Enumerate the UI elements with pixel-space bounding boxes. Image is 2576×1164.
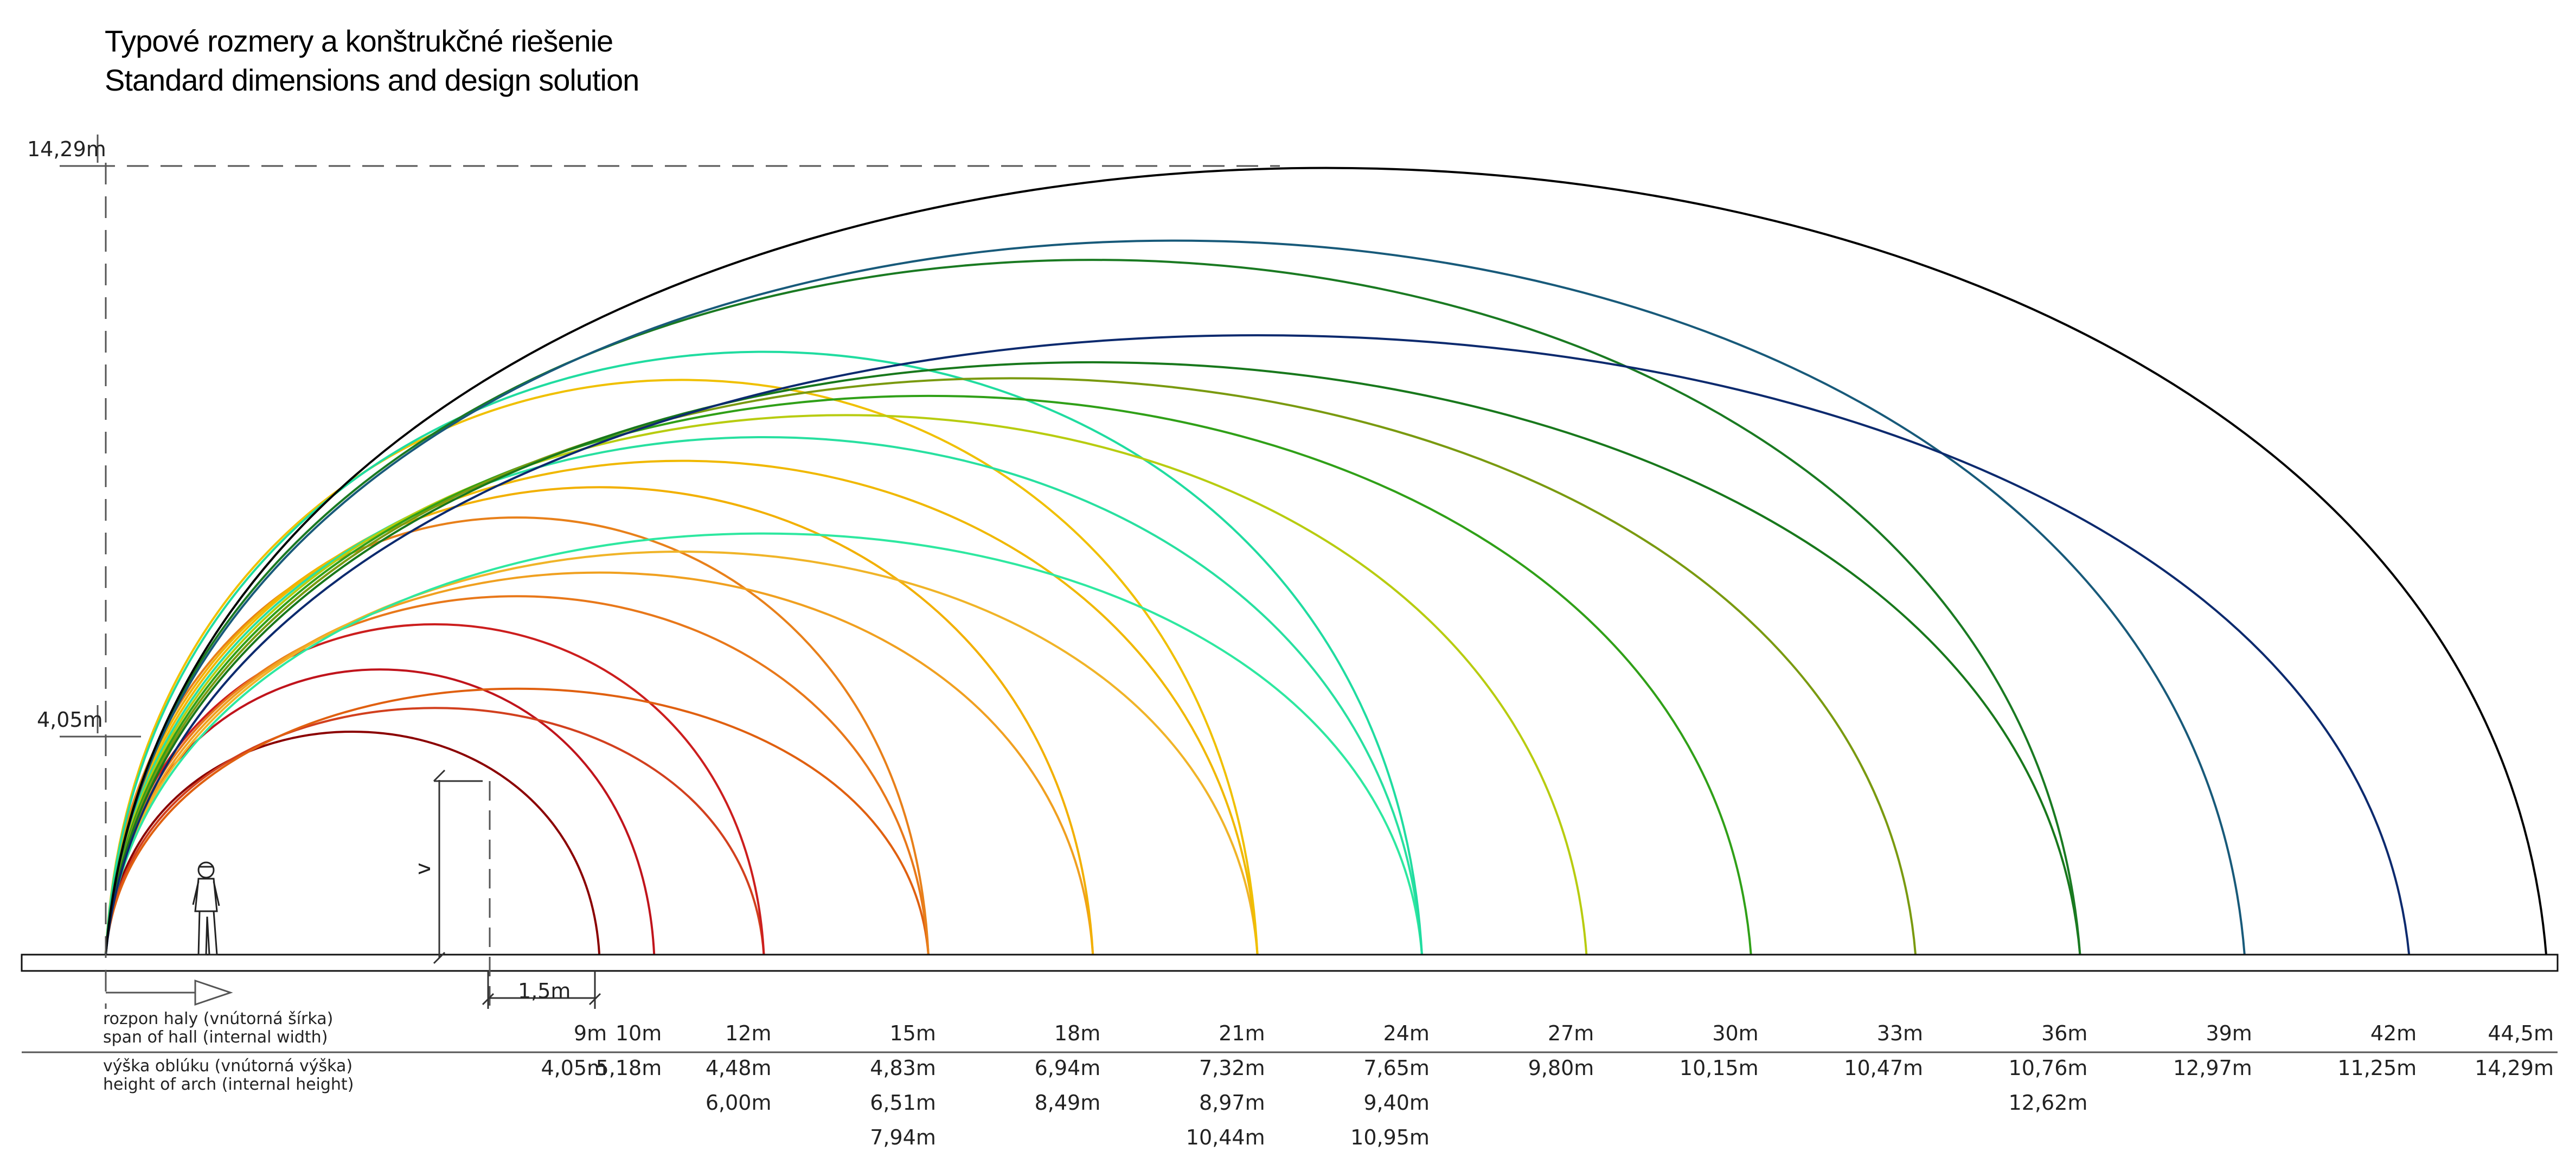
title-block: Typové rozmery a konštrukčné riešenie St… — [105, 22, 639, 100]
height-dimension — [433, 769, 601, 1009]
arch-curves — [105, 167, 2547, 955]
arch-18m-2 — [105, 486, 1094, 955]
span-value: 30m — [1712, 1021, 1758, 1045]
arch-36m-1 — [105, 361, 2081, 955]
title-slovak: Typové rozmery a konštrukčné riešenie — [105, 24, 613, 58]
height-value: 6,51m — [870, 1091, 936, 1115]
arch-42m-1 — [105, 334, 2411, 955]
height-value: 12,62m — [2009, 1091, 2088, 1115]
height-value: 7,94m — [870, 1125, 936, 1149]
arch-18m-1 — [105, 571, 1094, 955]
height-value: 11,25m — [2337, 1056, 2417, 1080]
span-label-slovak: rozpon haly (vnútorná šírka) — [103, 1009, 333, 1028]
min-height-marker: 4,05m — [37, 708, 103, 732]
height-value: 10,76m — [2009, 1056, 2088, 1080]
arch-21m-1 — [105, 551, 1259, 955]
arch-44.5m-1 — [105, 167, 2547, 955]
span-value: 33m — [1877, 1021, 1923, 1045]
dimension-table: 9m 4,05m 10m 5,18m 12m 4,48m 6,00m 15m 4,83m 6,51… — [541, 1021, 2554, 1149]
arch-21m-3 — [105, 379, 1259, 955]
height-value: 7,65m — [1363, 1056, 1430, 1080]
height-value: 7,32m — [1199, 1056, 1265, 1080]
arch-9m-1 — [105, 731, 601, 955]
arch-15m-2 — [105, 595, 930, 955]
span-value: 10m — [616, 1021, 662, 1045]
arch-15m-3 — [105, 516, 930, 955]
arch-30m-1 — [105, 395, 1752, 955]
height-value: 4,48m — [706, 1056, 772, 1080]
height-value: 6,94m — [1035, 1056, 1101, 1080]
span-arrow — [106, 979, 233, 1006]
height-value: 10,95m — [1350, 1125, 1430, 1149]
height-value: 14,29m — [2475, 1056, 2554, 1080]
height-value: 4,05m — [541, 1056, 607, 1080]
height-value: 6,00m — [706, 1091, 772, 1115]
span-value: 24m — [1383, 1021, 1430, 1045]
height-label-english: height of arch (internal height) — [103, 1075, 354, 1094]
height-value: 10,44m — [1186, 1125, 1265, 1149]
height-value: 10,15m — [1680, 1056, 1759, 1080]
height-value: 9,80m — [1528, 1056, 1594, 1080]
span-value: 44,5m — [2488, 1021, 2554, 1045]
span-value: 36m — [2041, 1021, 2087, 1045]
arch-15m-1 — [105, 687, 930, 955]
height-value: 9,40m — [1363, 1091, 1430, 1115]
span-value: 15m — [889, 1021, 935, 1045]
offset-dimension-label: 1,5m — [518, 979, 571, 1003]
span-value: 39m — [2206, 1021, 2252, 1045]
arch-12m-1 — [105, 707, 765, 955]
arch-24m-3 — [105, 350, 1423, 955]
span-value: 27m — [1548, 1021, 1594, 1045]
height-value: 12,97m — [2173, 1056, 2252, 1080]
arch-36m-2 — [105, 259, 2081, 955]
height-value: 8,97m — [1199, 1091, 1265, 1115]
span-value: 42m — [2370, 1021, 2417, 1045]
height-value: 5,18m — [596, 1056, 662, 1080]
arch-24m-1 — [105, 532, 1423, 955]
arch-27m-1 — [105, 414, 1588, 955]
arch-24m-2 — [105, 436, 1423, 955]
height-dimension-label: v — [411, 863, 435, 875]
person-figure — [192, 861, 220, 956]
span-value: 21m — [1219, 1021, 1265, 1045]
span-label-english: span of hall (internal width) — [103, 1028, 328, 1047]
height-value: 10,47m — [1844, 1056, 1923, 1080]
span-value: 12m — [725, 1021, 771, 1045]
max-height-marker: 14,29m — [27, 137, 106, 161]
arch-39m-1 — [105, 239, 2246, 955]
height-value: 8,49m — [1035, 1091, 1101, 1115]
span-value: 9m — [574, 1021, 607, 1045]
span-value: 18m — [1054, 1021, 1100, 1045]
ground-line — [21, 954, 2559, 972]
height-label-slovak: výška oblúku (vnútorná výška) — [103, 1057, 353, 1076]
arch-21m-2 — [105, 459, 1259, 955]
height-value: 4,83m — [870, 1056, 936, 1080]
arch-33m-1 — [105, 377, 1917, 955]
title-english: Standard dimensions and design solution — [105, 63, 639, 97]
